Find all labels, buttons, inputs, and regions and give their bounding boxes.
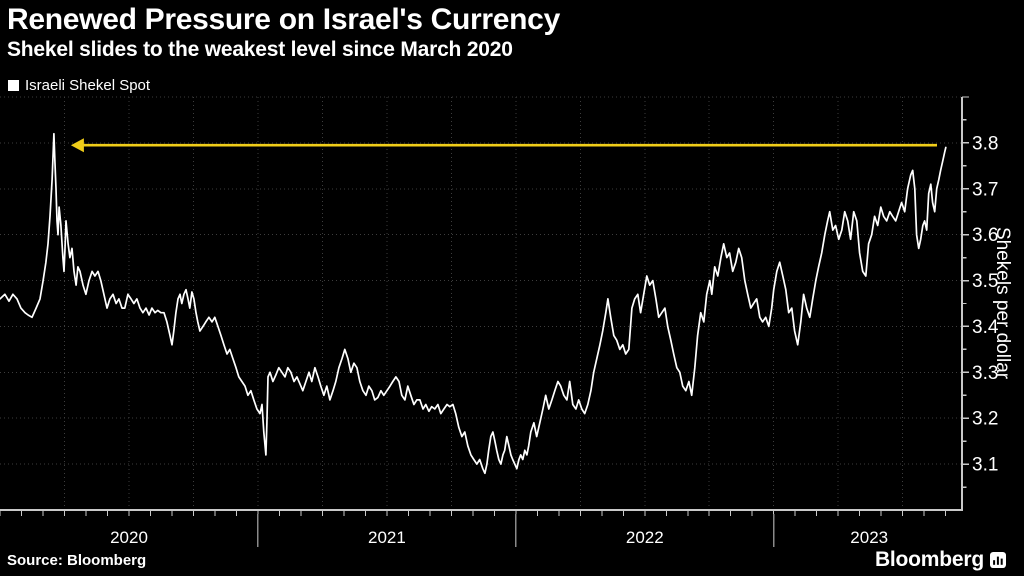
source-credit: Source: Bloomberg xyxy=(7,552,147,569)
y-tick-label: 3.3 xyxy=(972,363,998,384)
page-title: Renewed Pressure on Israel's Currency xyxy=(7,3,560,36)
y-tick-label: 3.1 xyxy=(972,455,998,476)
chart-subtitle: Shekel slides to the weakest level since… xyxy=(7,38,513,61)
trend-arrow xyxy=(70,138,937,153)
y-axis-title: Shekels per dollar xyxy=(992,227,1013,380)
x-year-label: 2022 xyxy=(626,528,664,547)
y-tick-labels: 3.1 3.2 3.3 3.4 3.5 3.6 3.7 3.8 xyxy=(972,133,999,475)
price-line xyxy=(0,132,947,475)
legend-marker-icon xyxy=(8,80,19,91)
x-year-label: 2020 xyxy=(110,528,148,547)
y-tick-label: 3.8 xyxy=(972,133,998,154)
y-tick-label: 3.6 xyxy=(972,225,998,246)
brand-logo: Bloomberg xyxy=(875,548,1006,572)
y-tick-label: 3.2 xyxy=(972,409,998,430)
y-tick-label: 3.4 xyxy=(972,317,999,338)
legend: Israeli Shekel Spot xyxy=(8,77,150,94)
legend-label: Israeli Shekel Spot xyxy=(25,77,151,94)
bloomberg-mark-icon xyxy=(990,552,1006,568)
x-year-label: 2023 xyxy=(850,528,888,547)
trend-arrowhead-icon xyxy=(70,138,84,153)
bloomberg-wordmark: Bloomberg xyxy=(874,548,984,571)
x-year-labels: 2020 2021 2022 2023 xyxy=(110,514,888,547)
x-year-label: 2021 xyxy=(368,528,406,547)
gridlines xyxy=(0,96,962,510)
y-tick-label: 3.5 xyxy=(972,271,998,292)
series xyxy=(0,132,947,475)
axes xyxy=(0,96,969,516)
y-tick-label: 3.7 xyxy=(972,179,998,200)
